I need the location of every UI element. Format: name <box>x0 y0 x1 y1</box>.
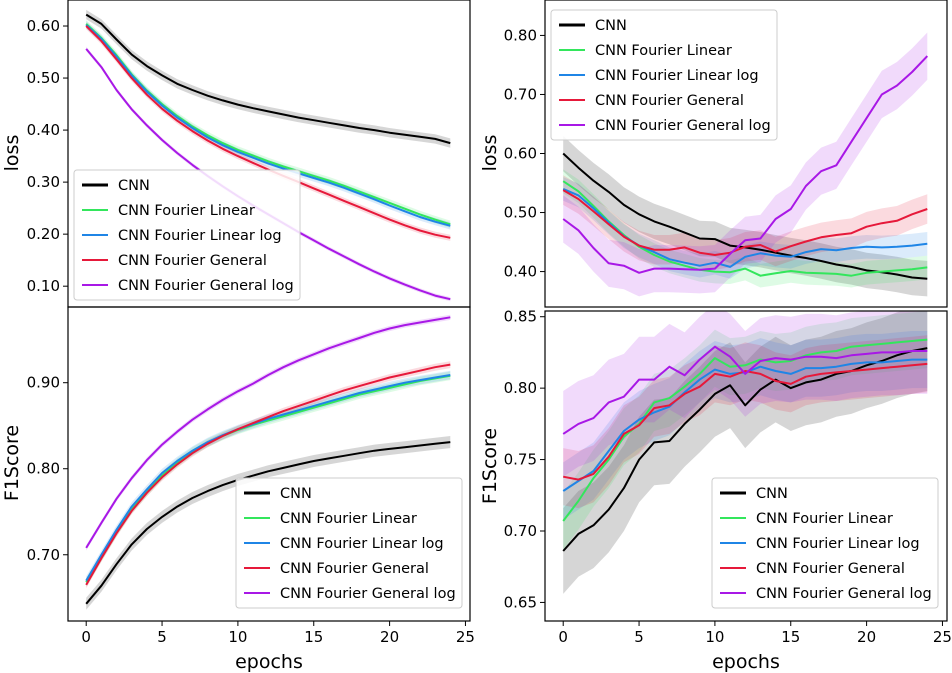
train-loss-ytick-label-0: 0.60 <box>27 17 60 35</box>
val-loss-band-2 <box>563 177 928 279</box>
val-f1-legend-label-4: CNN Fourier General log <box>756 586 932 602</box>
val-f1-ylabel: F1Score <box>479 428 501 504</box>
val-f1-chart: 0.85 0.80 0.75 0.70 0.65 0 5 10 15 20 25 F1Score epo… <box>479 308 952 673</box>
train-f1-xtick-label-5: 25 <box>456 628 475 646</box>
train-loss-legend-label-1: CNN Fourier Linear <box>118 203 255 219</box>
train-f1-plot-area <box>85 314 451 610</box>
val-loss-legend-box <box>550 9 778 141</box>
train-f1-line-3 <box>85 363 451 586</box>
val-f1-xtick-label-5: 25 <box>933 628 952 646</box>
val-f1-xtick-label-0: 0 <box>558 628 568 646</box>
train-loss-ytick-label-5: 0.10 <box>27 277 60 295</box>
train-f1-xlabel: epochs <box>235 651 303 673</box>
val-f1-legend-label-0: CNN <box>756 486 788 502</box>
train-f1-legend-label-4: CNN Fourier General log <box>280 586 456 602</box>
train-loss-ytick-label-4: 0.20 <box>27 225 60 243</box>
val-f1-xtick-label-1: 5 <box>634 628 644 646</box>
train-f1-xtick-label-0: 0 <box>81 628 91 646</box>
val-f1-xtick-label-3: 15 <box>781 628 800 646</box>
train-loss-band-0 <box>86 9 451 148</box>
train-f1-ytick-label-1: 0.80 <box>27 460 60 478</box>
val-f1-line-4 <box>562 345 928 435</box>
val-f1-xtick-label-4: 20 <box>857 628 876 646</box>
val-f1-legend-label-2: CNN Fourier Linear log <box>756 536 920 552</box>
val-f1-frame <box>544 310 948 622</box>
val-loss-ytick-label-2: 0.60 <box>504 145 537 163</box>
val-loss-legend: CNN CNN Fourier Linear CNN Fourier Linear … <box>550 9 778 141</box>
val-f1-band-3 <box>563 335 928 509</box>
train-f1-ytick-label-0: 0.90 <box>27 374 60 392</box>
val-f1-legend: CNN CNN Fourier Linear CNN Fourier Linear … <box>711 477 939 609</box>
val-f1-xlabel: epochs <box>712 651 780 673</box>
val-loss-band-4 <box>563 32 928 297</box>
val-loss-legend-label-1: CNN Fourier Linear <box>595 43 732 59</box>
train-loss-legend-label-2: CNN Fourier Linear log <box>118 228 282 244</box>
val-loss-ytick-label-4: 0.40 <box>504 263 537 281</box>
train-loss-ytick-label-3: 0.30 <box>27 173 60 191</box>
train-loss-legend-label-0: CNN <box>118 178 150 194</box>
val-loss-legend-label-2: CNN Fourier Linear log <box>595 68 759 84</box>
val-f1-ytick-label-1: 0.80 <box>504 379 537 397</box>
val-f1-band-1 <box>563 311 928 550</box>
train-f1-chart: 0.900.800.700 5 10 15 20 25F1ScoreepochsCNNCN… <box>1 306 475 673</box>
train-loss-line-0 <box>85 13 451 145</box>
val-loss-line-3 <box>562 189 928 256</box>
train-f1-xtick-label-2: 10 <box>228 628 247 646</box>
val-f1-plot-area <box>562 311 928 594</box>
val-loss-legend-label-0: CNN <box>595 18 627 34</box>
val-loss-band-1 <box>563 169 928 288</box>
val-f1-band-0 <box>563 311 928 594</box>
val-f1-ytick-label-3: 0.70 <box>504 522 537 540</box>
train-f1-legend: CNN CNN Fourier Linear CNN Fourier Linear … <box>235 477 463 609</box>
val-loss-ytick-label-3: 0.50 <box>504 204 537 222</box>
val-loss-plot-area <box>562 32 929 297</box>
val-loss-ytick-label-1: 0.70 <box>504 85 537 103</box>
train-loss-legend-label-3: CNN Fourier General <box>118 253 267 269</box>
val-f1-legend-box <box>711 477 939 609</box>
train-loss-legend: CNN CNN Fourier Linear CNN Fourier Linear … <box>73 169 301 301</box>
train-loss-legend-box <box>73 169 301 301</box>
train-loss-chart: 0.60 0.50 0.40 0.30 0.20 0.10 loss CNN CNN Fouri… <box>1 0 471 308</box>
train-f1-line-2 <box>85 374 451 582</box>
train-loss-legend-label-4: CNN Fourier General log <box>118 278 294 294</box>
train-f1-line-0 <box>85 441 451 605</box>
val-f1-legend-label-1: CNN Fourier Linear <box>756 511 893 527</box>
val-loss-ytick-label-0: 0.80 <box>504 26 537 44</box>
val-f1-band-2 <box>563 331 928 520</box>
val-f1-xtick-label-2: 10 <box>705 628 724 646</box>
val-f1-band-4 <box>563 311 928 477</box>
val-f1-legend-label-3: CNN Fourier General <box>756 561 905 577</box>
train-f1-xtick-label-4: 20 <box>380 628 399 646</box>
val-loss-legend-label-4: CNN Fourier General log <box>595 118 771 134</box>
val-loss-ylabel: loss <box>479 135 501 172</box>
train-loss-line-2 <box>85 24 451 227</box>
val-f1-ytick-label-0: 0.85 <box>504 308 537 326</box>
val-loss-chart: 0.80 0.70 0.60 0.50 0.40 loss CNN CNN Fourier L… <box>479 0 948 308</box>
val-f1-line-3 <box>563 362 928 481</box>
val-loss-band-0 <box>563 135 928 297</box>
train-f1-legend-box <box>235 477 463 609</box>
train-f1-legend-label-3: CNN Fourier General <box>280 561 429 577</box>
train-f1-ytick-label-2: 0.70 <box>27 546 60 564</box>
val-f1-ytick-label-4: 0.65 <box>504 593 537 611</box>
train-loss-plot-area <box>85 9 451 302</box>
val-f1-line-0 <box>562 347 928 552</box>
train-f1-line-4 <box>85 316 451 549</box>
train-f1-frame <box>67 306 471 622</box>
val-loss-legend-label-3: CNN Fourier General <box>595 93 744 109</box>
train-f1-legend-label-2: CNN Fourier Linear log <box>280 536 444 552</box>
train-loss-ylabel: loss <box>1 135 23 172</box>
train-f1-xtick-label-3: 15 <box>304 628 323 646</box>
train-f1-xtick-label-1: 5 <box>157 628 167 646</box>
val-f1-ytick-label-2: 0.75 <box>504 451 537 469</box>
train-loss-ytick-label-1: 0.50 <box>27 69 60 87</box>
train-f1-ylabel: F1Score <box>1 425 23 501</box>
val-f1-line-1 <box>562 338 928 522</box>
val-loss-line-4 <box>562 55 929 274</box>
val-loss-band-3 <box>563 175 928 270</box>
train-f1-legend-label-1: CNN Fourier Linear <box>280 511 417 527</box>
train-loss-ytick-label-2: 0.40 <box>27 121 60 139</box>
train-f1-legend-label-0: CNN <box>280 486 312 502</box>
